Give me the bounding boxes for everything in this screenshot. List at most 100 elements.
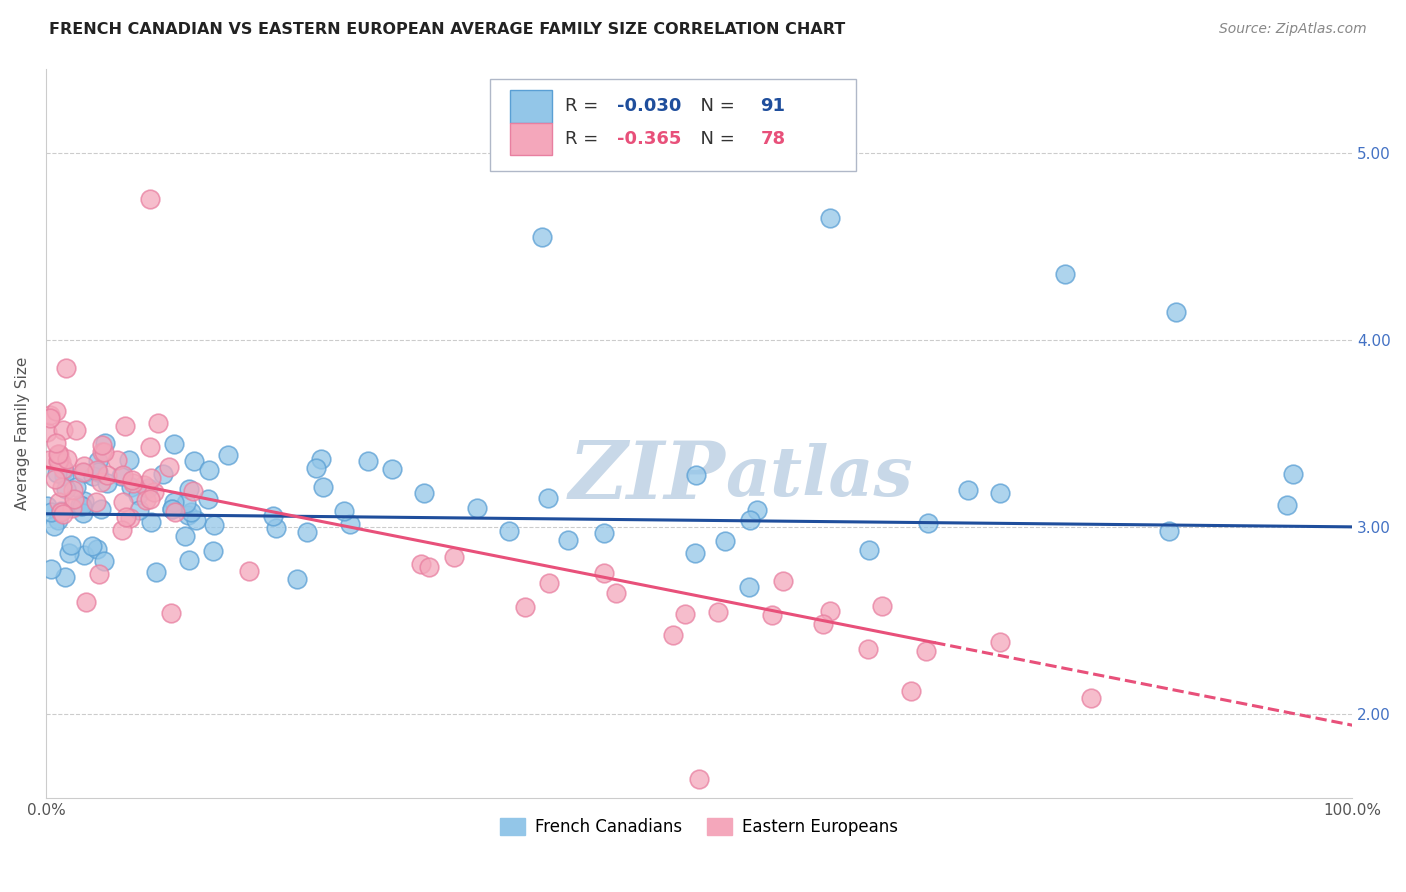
Point: [90, 437, 112, 451]
Point: [139, 193, 162, 207]
Point: [52, 423, 75, 437]
Point: [177, 508, 200, 522]
Point: [86, 463, 108, 477]
Point: [381, 462, 404, 476]
Point: [121, 473, 143, 487]
Point: [688, 772, 710, 787]
Point: [818, 211, 841, 226]
Point: [48, 453, 70, 467]
Point: [139, 515, 162, 529]
Point: [134, 478, 156, 492]
Point: [114, 510, 136, 524]
Point: [112, 495, 135, 509]
Text: Source: ZipAtlas.com: Source: ZipAtlas.com: [1219, 22, 1367, 37]
Point: [136, 482, 159, 496]
Point: [45, 435, 67, 450]
Point: [685, 468, 707, 483]
Point: [59, 539, 82, 553]
Point: [309, 452, 332, 467]
Point: [82, 468, 104, 483]
Point: [96, 475, 118, 490]
Point: [96, 468, 118, 483]
Point: [312, 479, 335, 493]
FancyBboxPatch shape: [510, 123, 551, 155]
Point: [1053, 268, 1076, 282]
Point: [62, 483, 84, 497]
Y-axis label: Average Family Size: Average Family Size: [15, 357, 30, 510]
Point: [73, 459, 96, 474]
Point: [65, 423, 87, 437]
Point: [37, 425, 59, 439]
Point: [1080, 690, 1102, 705]
Point: [917, 516, 939, 530]
Point: [122, 475, 145, 490]
Point: [139, 491, 162, 506]
Point: [46, 467, 69, 481]
Point: [139, 440, 162, 454]
Point: [84, 494, 107, 508]
Point: [197, 492, 219, 507]
Point: [988, 485, 1011, 500]
Point: [69, 499, 91, 513]
Point: [163, 437, 186, 451]
Point: [90, 475, 112, 489]
Point: [120, 511, 142, 525]
Point: [93, 445, 115, 459]
Text: R =: R =: [565, 97, 603, 115]
Point: [900, 684, 922, 698]
Point: [1275, 498, 1298, 512]
Point: [39, 505, 62, 519]
Point: [198, 463, 221, 477]
Text: 91: 91: [761, 97, 786, 115]
Point: [51, 480, 73, 494]
Point: [531, 230, 554, 244]
Point: [111, 523, 134, 537]
Point: [55, 360, 77, 375]
Point: [38, 453, 60, 467]
Point: [467, 500, 489, 515]
Point: [818, 604, 841, 618]
Point: [593, 566, 616, 580]
Point: [217, 448, 239, 462]
Point: [513, 600, 536, 615]
Point: [127, 488, 149, 502]
Text: N =: N =: [689, 130, 740, 148]
Text: N =: N =: [689, 97, 740, 115]
Point: [53, 463, 76, 477]
Point: [181, 484, 204, 499]
Point: [42, 519, 65, 533]
Point: [86, 541, 108, 556]
Point: [91, 444, 114, 458]
Point: [70, 500, 93, 514]
Point: [120, 479, 142, 493]
Point: [202, 517, 225, 532]
Point: [683, 545, 706, 559]
Point: [58, 546, 80, 560]
Point: [988, 635, 1011, 649]
Point: [201, 543, 224, 558]
Point: [409, 558, 432, 572]
Text: atlas: atlas: [725, 443, 912, 511]
Point: [333, 504, 356, 518]
Point: [35, 499, 58, 513]
Text: R =: R =: [565, 130, 603, 148]
Point: [498, 524, 520, 539]
Point: [73, 548, 96, 562]
Point: [714, 534, 737, 549]
Point: [44, 472, 66, 486]
Point: [75, 595, 97, 609]
Point: [737, 580, 759, 594]
Point: [305, 460, 328, 475]
Point: [52, 462, 75, 476]
Point: [145, 565, 167, 579]
Point: [262, 509, 284, 524]
Point: [53, 469, 76, 483]
Point: [184, 513, 207, 527]
Point: [65, 480, 87, 494]
Point: [413, 486, 436, 500]
Text: -0.030: -0.030: [617, 97, 681, 115]
Point: [46, 447, 69, 461]
Point: [183, 454, 205, 468]
Point: [180, 505, 202, 519]
Text: FRENCH CANADIAN VS EASTERN EUROPEAN AVERAGE FAMILY SIZE CORRELATION CHART: FRENCH CANADIAN VS EASTERN EUROPEAN AVER…: [49, 22, 845, 37]
